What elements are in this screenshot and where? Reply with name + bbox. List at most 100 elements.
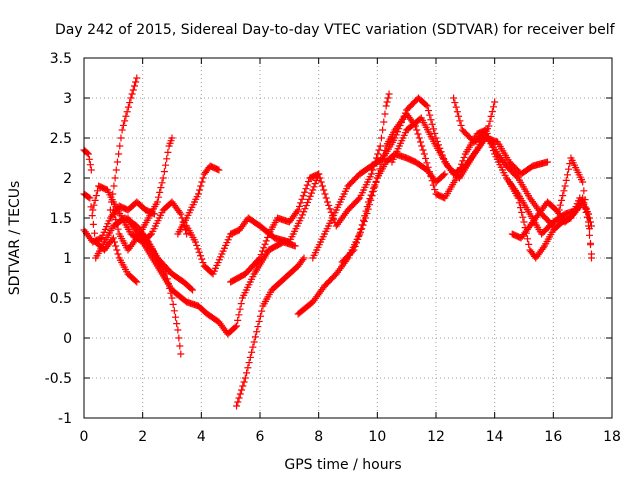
data-point <box>585 210 593 218</box>
data-point <box>325 201 333 209</box>
data-point <box>258 307 266 315</box>
data-point <box>297 214 305 222</box>
data-point <box>558 196 566 204</box>
data-point <box>124 103 132 111</box>
data-point <box>176 342 184 350</box>
data-point <box>420 150 428 158</box>
data-point <box>116 142 124 150</box>
data-point <box>261 240 269 248</box>
y-tick-label: -0.5 <box>45 371 72 387</box>
data-point <box>515 199 523 207</box>
data-point <box>384 94 392 102</box>
data-point <box>122 112 130 120</box>
data-point <box>248 348 256 356</box>
x-tick-label: 18 <box>603 429 621 445</box>
data-point <box>299 256 307 264</box>
data-point <box>350 246 358 254</box>
data-point <box>414 130 422 138</box>
data-point <box>87 166 95 174</box>
data-point <box>176 208 184 216</box>
data-point <box>457 121 465 129</box>
data-point <box>326 205 334 213</box>
data-point <box>115 150 123 158</box>
data-point <box>382 102 390 110</box>
data-point <box>450 94 458 102</box>
data-point <box>489 103 497 111</box>
data-point <box>377 160 385 168</box>
data-point <box>561 182 569 190</box>
data-point <box>555 206 563 214</box>
data-point <box>309 186 317 194</box>
data-point <box>428 177 436 185</box>
data-point <box>197 182 205 190</box>
data-point <box>519 213 527 221</box>
data-point <box>177 350 185 358</box>
data-point <box>215 166 223 174</box>
data-point <box>375 146 383 154</box>
data-point <box>191 238 199 246</box>
data-point <box>123 108 131 116</box>
data-point <box>385 90 393 98</box>
data-point <box>488 108 496 116</box>
data-point <box>431 129 439 137</box>
data-point <box>458 160 466 168</box>
data-point <box>377 134 385 142</box>
data-point <box>426 111 434 119</box>
data-point <box>307 189 315 197</box>
data-point <box>109 206 117 214</box>
data-point <box>369 187 377 195</box>
data-point <box>198 255 206 263</box>
data-point <box>196 186 204 194</box>
data-point <box>302 185 310 193</box>
data-point <box>291 242 299 250</box>
data-point <box>431 186 439 194</box>
data-point <box>371 183 379 191</box>
data-point <box>376 165 384 173</box>
x-tick-label: 10 <box>368 429 386 445</box>
data-point <box>92 192 100 200</box>
data-point <box>162 161 170 169</box>
data-point <box>586 241 594 249</box>
data-point <box>91 196 99 204</box>
axis-ticks <box>83 57 613 419</box>
x-tick-label: 8 <box>314 429 323 445</box>
data-point <box>429 125 437 133</box>
x-tick-label: 4 <box>197 429 206 445</box>
data-point <box>294 206 302 214</box>
data-point <box>487 112 495 120</box>
series-13 <box>227 90 393 286</box>
data-point <box>354 235 362 243</box>
data-point <box>256 254 264 262</box>
data-point <box>109 190 117 198</box>
data-point <box>485 122 493 130</box>
data-point <box>587 250 595 258</box>
data-point <box>585 222 593 230</box>
data-point <box>177 210 185 218</box>
data-point <box>413 126 421 134</box>
data-point <box>91 229 99 237</box>
data-point <box>422 154 430 162</box>
data-point <box>112 242 120 250</box>
data-point <box>241 374 249 382</box>
data-point <box>113 246 121 254</box>
y-tick-label: -1 <box>58 411 72 427</box>
data-point <box>255 255 263 263</box>
data-point <box>195 248 203 256</box>
series-12 <box>233 254 308 410</box>
data-point <box>306 192 314 200</box>
data-point <box>563 171 571 179</box>
data-point <box>422 101 430 109</box>
y-tick-label: 1 <box>63 251 72 267</box>
data-point <box>556 201 564 209</box>
data-point <box>560 187 568 195</box>
data-point <box>113 158 121 166</box>
data-point <box>381 147 389 155</box>
y-tick-label: 3 <box>63 91 72 107</box>
data-point <box>586 231 594 239</box>
data-point <box>128 90 136 98</box>
data-point <box>169 300 177 308</box>
data-point <box>194 245 202 253</box>
data-point <box>367 196 375 204</box>
y-axis-label: SDTVAR / TECUs <box>7 181 23 296</box>
data-point <box>524 235 532 243</box>
